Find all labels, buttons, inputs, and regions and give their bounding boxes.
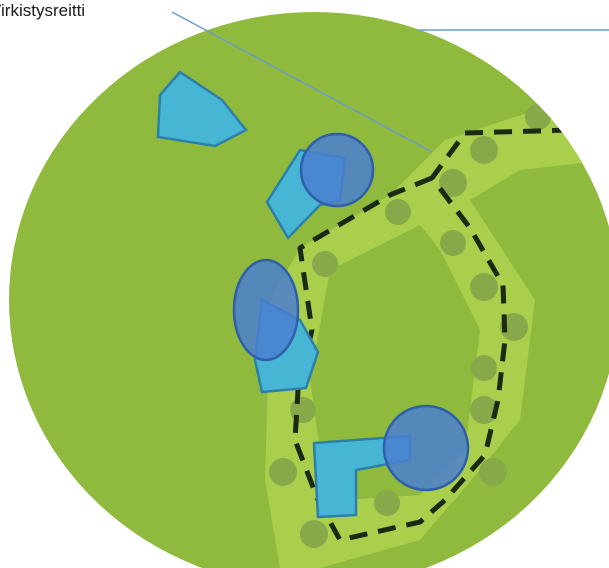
route-dot [300,520,328,548]
route-dot [470,136,498,164]
oval-feature-middle [232,258,300,362]
circle-feature-upper [299,132,375,208]
route-dot [312,251,338,277]
route-dot [479,458,507,486]
recreation-route-path [292,127,571,543]
route-dot [440,230,466,256]
route-label: Virkistysreitti [0,1,85,20]
route-dot [470,273,498,301]
route-dot [525,104,551,130]
route-dot [470,396,498,424]
route-dot [385,199,411,225]
route-dot [374,490,400,516]
building-top-left [156,70,248,148]
route-corridor [265,112,609,568]
route-dot [439,169,467,197]
label-leader-line [171,11,433,153]
route-dot [471,355,497,381]
route-dot [500,313,528,341]
circle-feature-lower [382,404,470,492]
route-dot [269,458,297,486]
